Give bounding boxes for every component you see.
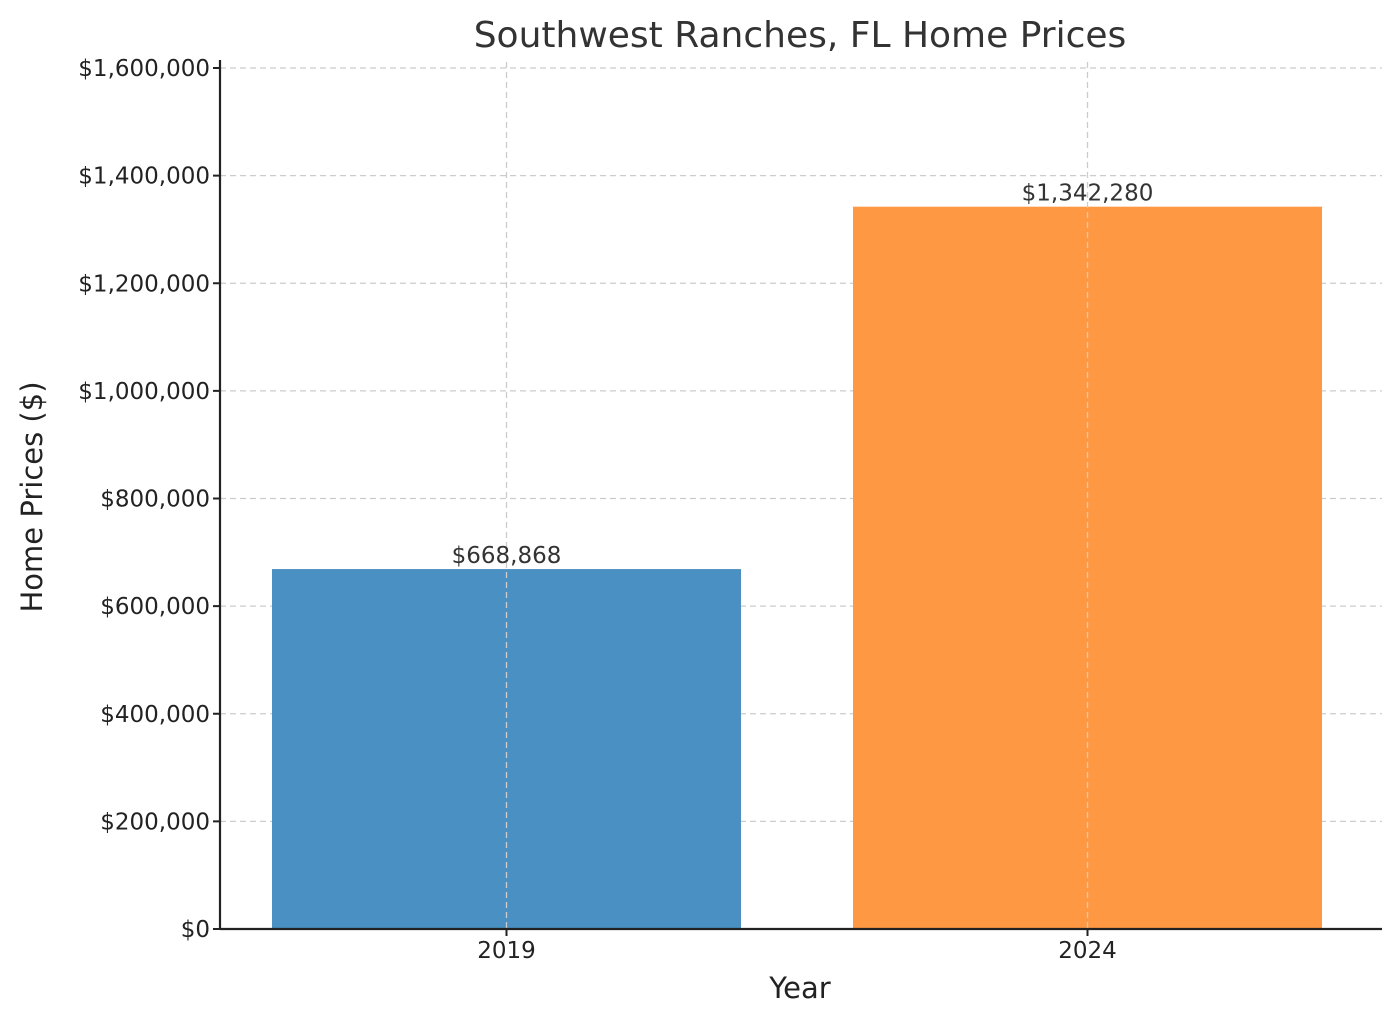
x-axis-label: Year: [768, 971, 830, 1005]
bar-value-label: $668,868: [452, 543, 562, 569]
y-tick-label: $1,400,000: [78, 164, 210, 190]
vertical-grid-lines: [505, 62, 1089, 929]
y-tick-label: $800,000: [100, 487, 210, 513]
y-axis-label: Home Prices ($): [15, 381, 49, 612]
y-tick-label: $600,000: [100, 594, 210, 620]
axes: $0 $200,000 $400,000 $600,000 $800,000 $1,000…: [78, 56, 1382, 964]
data-labels: $668,868 $1,342,280: [452, 181, 1154, 569]
bar-2019: [272, 569, 741, 929]
y-tick-label: $200,000: [100, 809, 210, 835]
y-tick-label: $1,200,000: [78, 271, 210, 297]
chart-title: Southwest Ranches, FL Home Prices: [474, 15, 1127, 56]
y-tick-label: $0: [181, 917, 210, 943]
bar-value-label: $1,342,280: [1022, 181, 1154, 207]
x-tick-label: 2019: [477, 938, 536, 964]
y-tick-label: $1,600,000: [78, 56, 210, 82]
y-tick-label: $400,000: [100, 702, 210, 728]
x-tick-label: 2024: [1058, 938, 1117, 964]
y-tick-label: $1,000,000: [78, 379, 210, 405]
bars: [272, 206, 1322, 930]
